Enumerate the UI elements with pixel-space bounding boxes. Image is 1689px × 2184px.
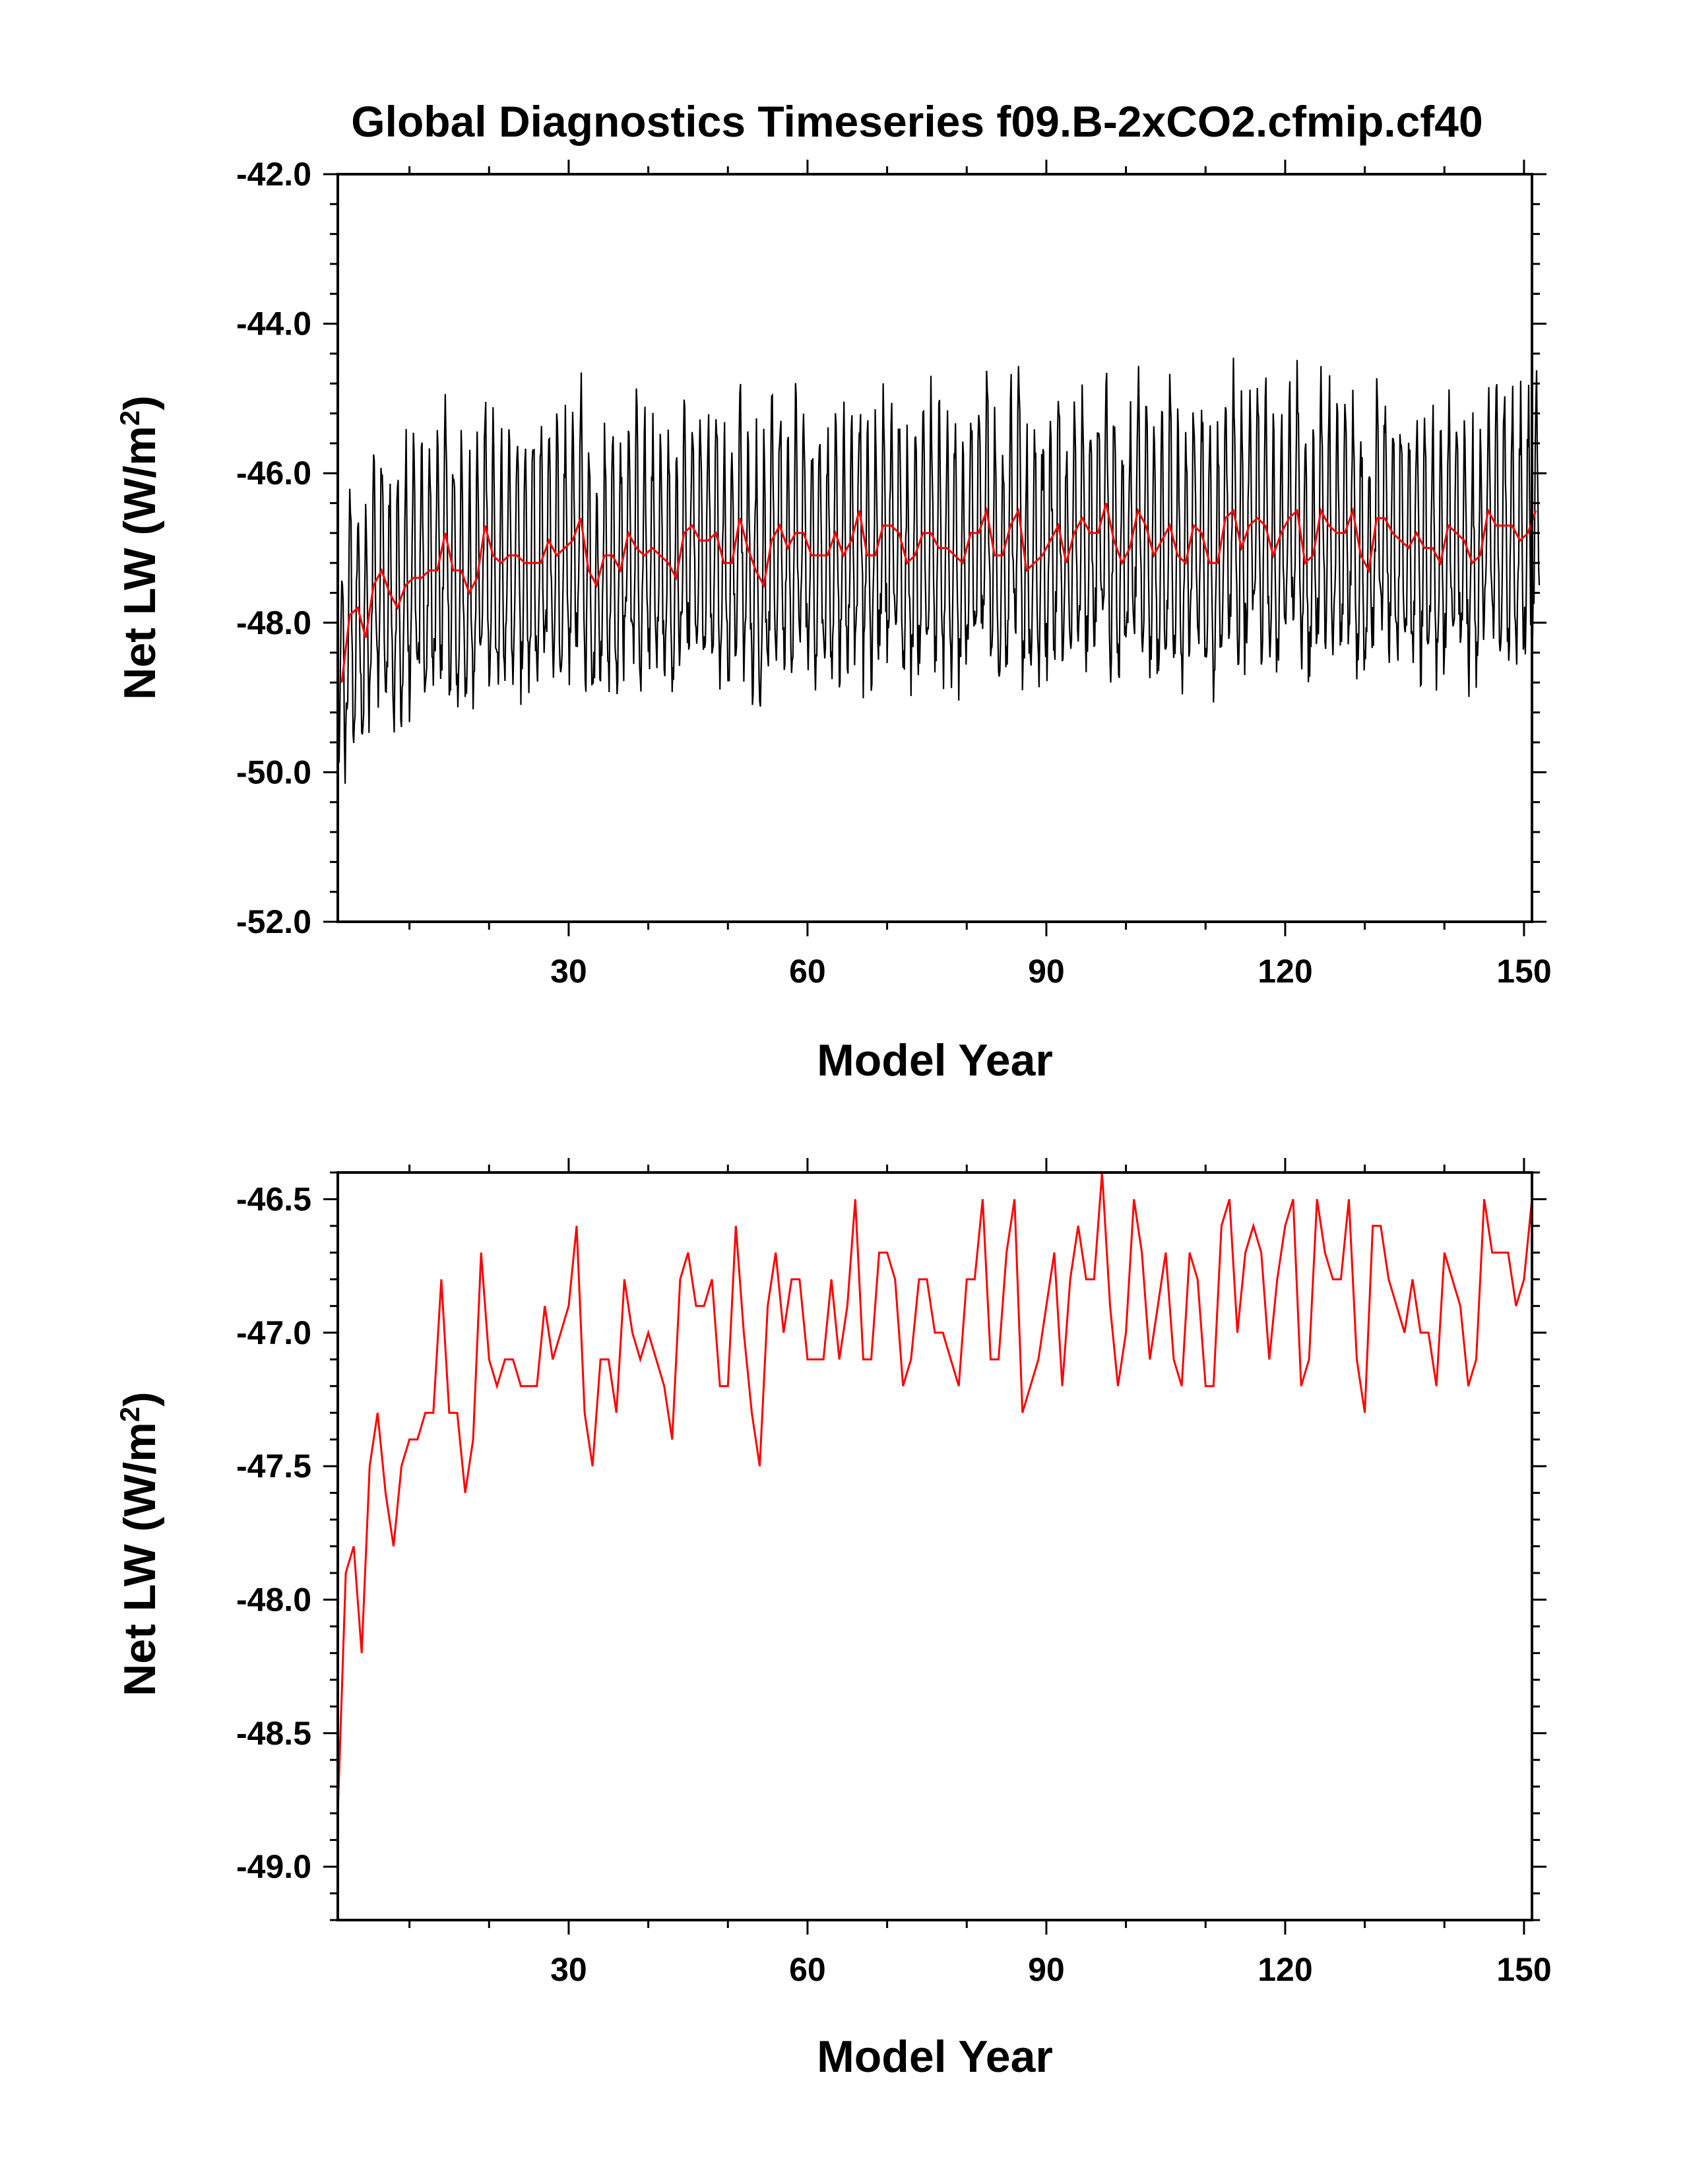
bottom-x-tick-label: 60: [789, 1951, 826, 1988]
top-x-tick-label: 120: [1258, 953, 1312, 990]
top-y-axis-label-close: ): [115, 395, 165, 410]
bottom-x-tick-label: 30: [550, 1951, 587, 1988]
bottom-plot-area: [336, 1172, 1533, 1814]
bottom-y-axis-label-close: ): [115, 1392, 165, 1407]
top-y-axis-label-main: Net LW (W/m: [115, 426, 165, 700]
bottom-annual-line: [336, 1172, 1533, 1814]
bottom-y-tick-label: -47.5: [236, 1448, 311, 1485]
bottom-y-axis-label: Net LW (W/m2): [114, 1392, 165, 1696]
bottom-y-tick-label: -49.0: [236, 1848, 311, 1885]
top-y-tick-label: -46.0: [236, 455, 311, 492]
top-y-tick-label: -52.0: [236, 903, 311, 940]
top-axis-ticks: 30 60 90 120 150 -52.0 -50.0 -48.0 -46.0 -44.0 -42…: [236, 156, 1552, 990]
bottom-y-axis-label-sup: 2: [114, 1407, 145, 1422]
top-y-tick-label: -48.0: [236, 604, 311, 641]
top-y-tick-label: -42.0: [236, 156, 311, 193]
bottom-y-axis-label-main: Net LW (W/m: [115, 1422, 165, 1696]
chart-top-monthly-and-annual: 30 60 90 120 150 -52.0 -50.0 -48.0 -46.0 -44.0 -42…: [114, 156, 1552, 1085]
bottom-y-tick-label: -48.0: [236, 1581, 311, 1618]
top-y-axis-label: Net LW (W/m2): [114, 395, 165, 700]
bottom-x-tick-label: 90: [1028, 1951, 1065, 1988]
bottom-x-axis-label: Model Year: [817, 2032, 1053, 2082]
top-x-tick-label: 60: [789, 953, 826, 990]
bottom-y-tick-label: -46.5: [236, 1180, 311, 1217]
bottom-x-tick-label: 150: [1496, 1951, 1551, 1988]
top-x-tick-label: 30: [550, 953, 587, 990]
top-x-tick-label: 90: [1028, 953, 1065, 990]
figure-title: Global Diagnostics Timeseries f09.B-2xCO…: [351, 97, 1482, 146]
top-x-axis-label: Model Year: [817, 1035, 1053, 1085]
top-y-tick-label: -44.0: [236, 305, 311, 342]
top-monthly-line: [336, 358, 1541, 825]
top-y-tick-label: -50.0: [236, 754, 311, 790]
top-x-tick-label: 150: [1496, 953, 1551, 990]
chart-bottom-annual: 30 60 90 120 150 -49.0 -48.5 -48.0 -47.5 -47.0 -46…: [114, 1158, 1552, 2082]
bottom-axis-ticks: 30 60 90 120 150 -49.0 -48.5 -48.0 -47.5 -47.0 -46…: [236, 1158, 1552, 1988]
top-plot-area: [336, 358, 1541, 825]
top-plot-frame: [336, 173, 1533, 923]
bottom-x-tick-label: 120: [1258, 1951, 1312, 1988]
top-y-axis-label-sup: 2: [114, 410, 145, 426]
bottom-y-tick-label: -48.5: [236, 1715, 311, 1752]
top-annual-line: [340, 503, 1537, 683]
bottom-y-tick-label: -47.0: [236, 1314, 311, 1351]
